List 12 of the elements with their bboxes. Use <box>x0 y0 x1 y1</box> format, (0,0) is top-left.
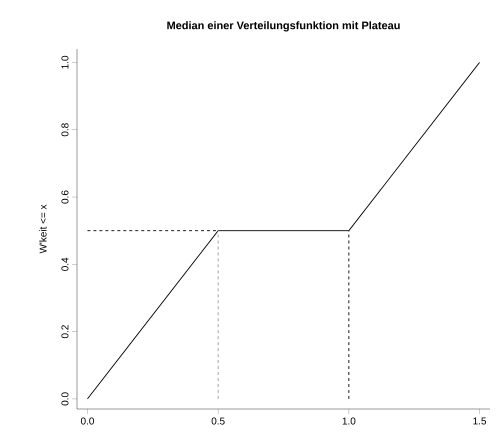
y-tick-label: 0.4 <box>61 258 68 271</box>
chart-title: Median einer Verteilungsfunktion mit Plateau <box>167 21 400 32</box>
x-tick-label: 0.0 <box>80 418 94 425</box>
y-tick-label: 1.0 <box>61 56 68 69</box>
y-tick-label: 0.8 <box>61 123 68 136</box>
y-tick-label: 0.2 <box>61 325 68 338</box>
x-tick-label: 1.0 <box>342 418 356 425</box>
y-tick-label: 0.0 <box>61 392 68 406</box>
y-axis-title: W'keit <= x <box>39 204 47 254</box>
x-tick-label: 0.5 <box>212 418 225 425</box>
y-tick-label: 0.6 <box>61 190 68 204</box>
x-tick-label: 1.5 <box>473 418 486 424</box>
